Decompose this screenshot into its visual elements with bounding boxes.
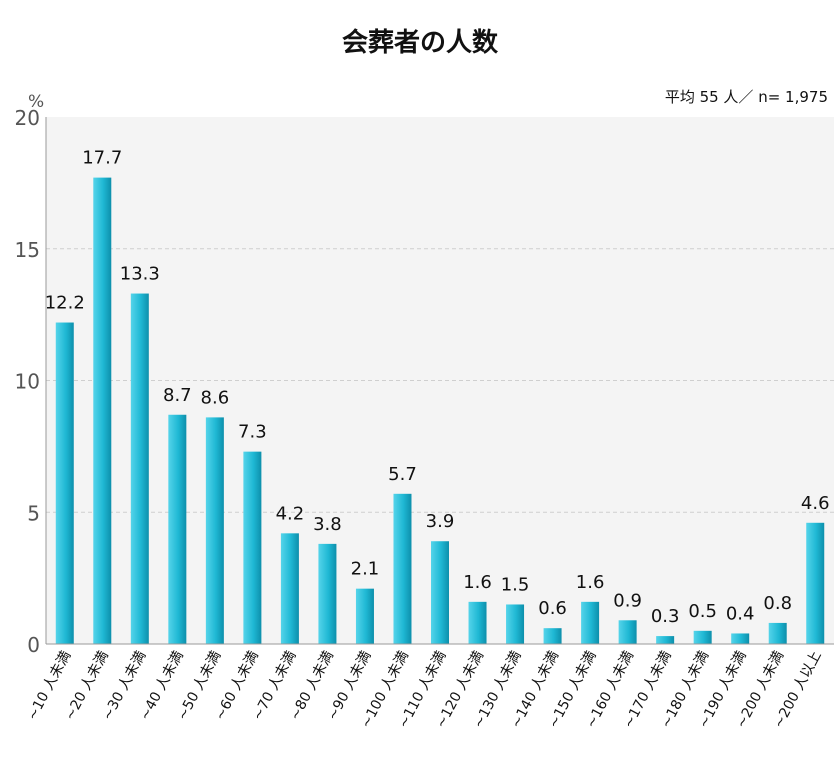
bar-value-label: 0.8 <box>763 593 792 614</box>
y-axis-unit: % <box>28 92 44 112</box>
bar <box>130 293 149 644</box>
bar-value-label: 8.7 <box>163 385 192 406</box>
bar <box>318 543 337 644</box>
bar <box>468 601 487 644</box>
bar <box>243 451 262 644</box>
y-tick-label: 5 <box>27 501 40 525</box>
bar-value-label: 12.2 <box>45 293 85 314</box>
bar-value-label: 8.6 <box>201 387 230 408</box>
y-tick-label: 20 <box>15 106 40 130</box>
bar <box>656 636 675 644</box>
bar-value-label: 0.9 <box>613 590 642 611</box>
bar-value-label: 1.6 <box>463 572 492 593</box>
bar <box>731 633 750 644</box>
bar <box>768 622 787 644</box>
bar <box>618 620 637 644</box>
bar <box>93 177 112 645</box>
bar-value-label: 1.6 <box>576 572 605 593</box>
bar <box>806 522 825 644</box>
y-tick-label: 15 <box>15 238 40 262</box>
bar <box>693 630 712 644</box>
bar-value-label: 13.3 <box>120 264 160 285</box>
bar <box>55 322 74 644</box>
y-tick-label: 10 <box>15 370 40 394</box>
bar-value-label: 3.8 <box>313 514 342 535</box>
chart-title: 会葬者の人数 <box>341 28 498 58</box>
bar <box>355 588 374 644</box>
bar <box>581 601 600 644</box>
bar <box>205 417 224 644</box>
chart-note: 平均 55 人／ n= 1,975 <box>664 88 828 106</box>
bar <box>168 414 187 644</box>
bar <box>506 604 525 644</box>
bar-value-label: 1.5 <box>501 574 530 595</box>
bar <box>393 493 412 644</box>
bar-value-label: 4.6 <box>801 493 830 514</box>
bar-value-label: 0.5 <box>688 601 717 622</box>
bar-value-label: 0.4 <box>726 603 755 624</box>
bar <box>431 541 449 644</box>
bar-value-label: 2.1 <box>351 559 380 580</box>
bar-value-label: 0.6 <box>538 598 567 619</box>
y-tick-label: 0 <box>27 633 40 657</box>
bar <box>280 533 299 644</box>
bar-value-label: 4.2 <box>276 503 305 524</box>
bar-value-label: 3.9 <box>426 511 455 532</box>
bar-value-label: 0.3 <box>651 606 680 627</box>
bar-value-label: 5.7 <box>388 464 417 485</box>
bar <box>543 628 562 644</box>
bar-value-label: 17.7 <box>82 148 122 169</box>
bar-value-label: 7.3 <box>238 422 267 443</box>
